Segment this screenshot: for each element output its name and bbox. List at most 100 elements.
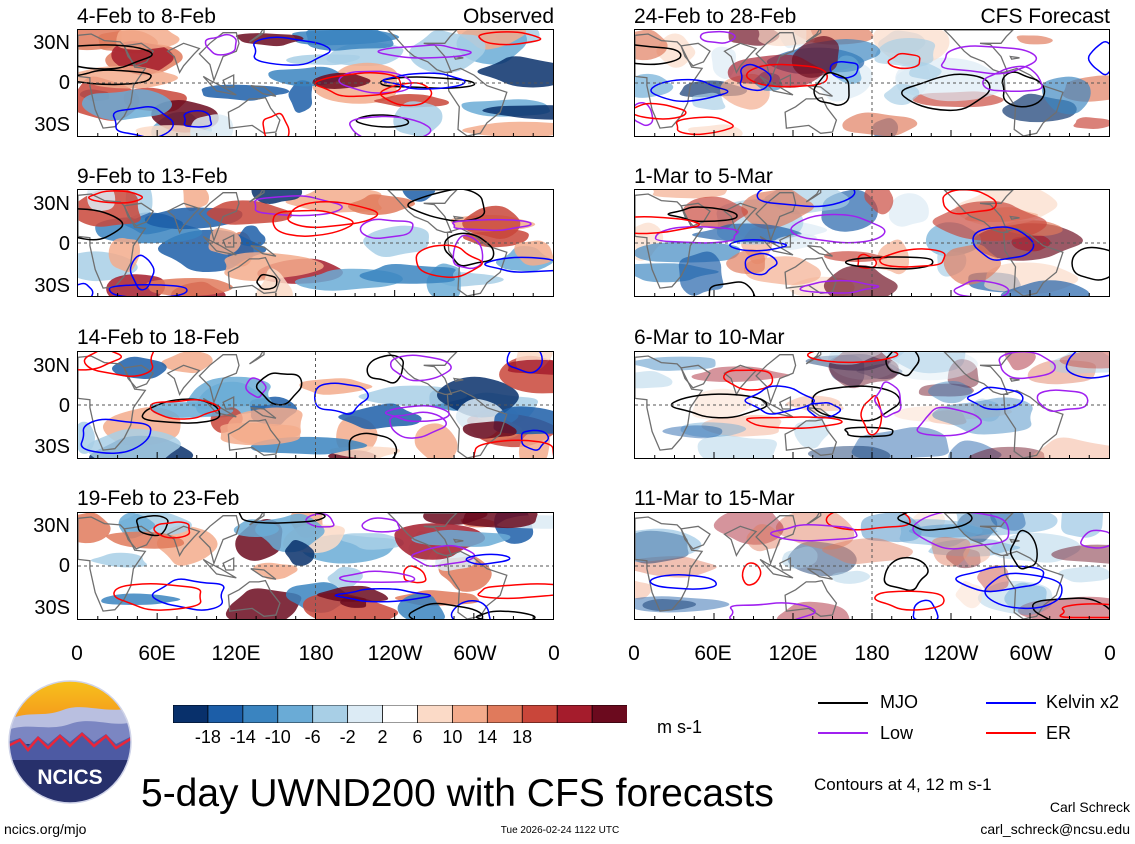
lon-label: 60E bbox=[694, 642, 732, 665]
contour-line bbox=[883, 556, 929, 592]
legend-label-kelvin: Kelvin x2 bbox=[1046, 692, 1120, 712]
contour-line bbox=[912, 599, 939, 619]
contour-line bbox=[78, 282, 94, 296]
anomaly-shading bbox=[462, 205, 521, 239]
contour-line bbox=[744, 385, 815, 415]
lon-label: 60W bbox=[1009, 642, 1053, 665]
anomaly-shading bbox=[888, 352, 966, 374]
coastline bbox=[680, 525, 711, 550]
coastline bbox=[759, 558, 794, 579]
coastline bbox=[452, 538, 464, 543]
lon-label: 0 bbox=[628, 642, 640, 665]
contour-line bbox=[649, 574, 717, 590]
coastline bbox=[1003, 227, 1064, 296]
colorbar-swatch bbox=[486, 704, 524, 724]
panel-title-5: 24-Feb to 28-Feb bbox=[634, 5, 797, 28]
anomaly-shading bbox=[635, 530, 689, 564]
contour-line bbox=[520, 429, 550, 451]
colorbar-tick-label: -6 bbox=[304, 727, 321, 747]
coastline bbox=[778, 233, 792, 248]
anomaly-shading bbox=[1051, 544, 1109, 564]
contour-line bbox=[1080, 529, 1109, 549]
anomaly-shading bbox=[680, 422, 747, 438]
anomaly-shading bbox=[81, 89, 172, 121]
lon-label: 180 bbox=[298, 642, 334, 665]
contour-line bbox=[1059, 603, 1109, 619]
lat-label-30n: 30N bbox=[33, 355, 70, 377]
coastline bbox=[227, 418, 281, 456]
anomaly-map bbox=[78, 513, 553, 619]
coastline bbox=[123, 202, 155, 227]
coastline bbox=[198, 354, 240, 405]
coastline bbox=[446, 389, 508, 458]
contour-line bbox=[359, 218, 414, 240]
anomaly-shading bbox=[225, 588, 302, 619]
contour-line bbox=[287, 200, 379, 229]
lon-label: 120W bbox=[923, 642, 979, 665]
contour-line bbox=[1065, 352, 1109, 379]
coastline bbox=[755, 515, 797, 566]
map-panel-2 bbox=[77, 189, 554, 297]
contour-line bbox=[382, 72, 466, 90]
contour-line bbox=[729, 239, 788, 252]
anomaly-map bbox=[78, 30, 553, 136]
contour-line bbox=[887, 52, 921, 70]
coastline bbox=[249, 352, 265, 365]
lat-label-30s: 30S bbox=[34, 114, 70, 136]
contour-line bbox=[813, 71, 850, 106]
panel-title-8: 11-Mar to 15-Mar bbox=[634, 487, 795, 510]
coastline bbox=[635, 193, 704, 289]
contour-line bbox=[675, 116, 734, 136]
anomaly-shading bbox=[888, 193, 929, 227]
contour-line bbox=[942, 190, 997, 215]
colorbar-tick-label: -14 bbox=[229, 727, 256, 747]
contour-line bbox=[408, 602, 484, 619]
coastline bbox=[123, 525, 155, 550]
coastline bbox=[805, 352, 822, 365]
contour-line bbox=[708, 281, 756, 296]
coastline bbox=[387, 190, 458, 234]
contour-line bbox=[955, 565, 1045, 593]
contour-line bbox=[860, 395, 883, 436]
anomaly-shading bbox=[955, 581, 983, 609]
anomaly-shading bbox=[292, 30, 400, 46]
anomaly-shading bbox=[1004, 352, 1036, 371]
contour-line bbox=[916, 406, 983, 437]
anomaly-shading bbox=[652, 190, 728, 199]
coastline bbox=[446, 67, 508, 136]
coastline bbox=[759, 75, 794, 96]
lat-label-30s: 30S bbox=[34, 275, 70, 297]
anomaly-shading bbox=[359, 263, 456, 284]
coastline bbox=[755, 354, 797, 405]
anomaly-shading bbox=[701, 414, 782, 437]
lat-label-0: 0 bbox=[58, 395, 70, 417]
anomaly-shading bbox=[206, 200, 293, 225]
anomaly-shading bbox=[697, 434, 777, 458]
contour-line bbox=[506, 352, 543, 374]
colorbar-swatch bbox=[242, 704, 279, 724]
anomaly-shading bbox=[932, 397, 1033, 435]
coastline bbox=[202, 75, 237, 96]
contour-line bbox=[113, 582, 202, 611]
coastline bbox=[1003, 389, 1064, 458]
anomaly-shading bbox=[963, 543, 991, 566]
coastline bbox=[723, 42, 758, 74]
coastline bbox=[943, 352, 1014, 396]
coastline bbox=[166, 525, 201, 557]
coastline bbox=[452, 377, 464, 382]
contour-line bbox=[806, 352, 899, 364]
lon-label: 0 bbox=[1104, 642, 1116, 665]
contour-line bbox=[78, 44, 153, 70]
logo-text: NCICS bbox=[37, 766, 102, 789]
contour-line bbox=[670, 393, 768, 419]
colorbar-swatch bbox=[172, 704, 209, 724]
coastline bbox=[250, 245, 277, 257]
lat-label-30n: 30N bbox=[33, 515, 70, 537]
contour-line bbox=[912, 513, 1010, 550]
colorbar-swatch bbox=[417, 704, 454, 724]
anomaly-shading bbox=[312, 72, 371, 90]
coastline bbox=[222, 556, 235, 571]
anomaly-shading bbox=[327, 566, 363, 589]
coastline bbox=[680, 364, 711, 389]
contour-line bbox=[452, 218, 532, 232]
